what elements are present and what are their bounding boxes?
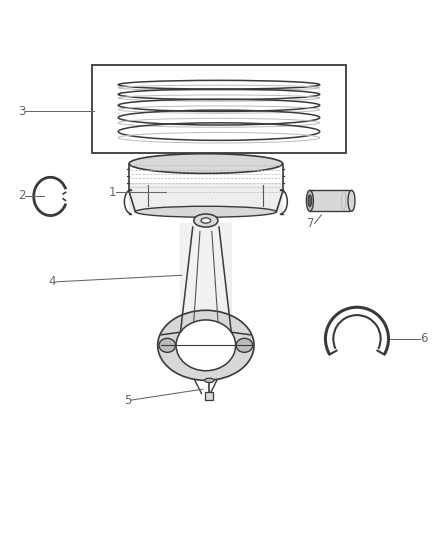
Ellipse shape	[194, 214, 218, 227]
Bar	[129, 183, 283, 212]
Text: 3: 3	[18, 104, 25, 117]
Text: 2: 2	[18, 189, 25, 202]
Text: 5: 5	[124, 393, 131, 407]
Text: 1: 1	[109, 185, 116, 198]
Ellipse shape	[348, 190, 355, 211]
Ellipse shape	[159, 338, 176, 352]
Bar	[92, 65, 346, 152]
Ellipse shape	[306, 190, 314, 211]
Bar	[310, 190, 351, 211]
Polygon shape	[180, 223, 231, 336]
Text: 7: 7	[307, 217, 314, 230]
Ellipse shape	[135, 206, 276, 217]
Ellipse shape	[308, 195, 311, 207]
Ellipse shape	[129, 154, 283, 173]
Ellipse shape	[205, 378, 214, 383]
Ellipse shape	[176, 320, 236, 371]
Ellipse shape	[236, 338, 253, 352]
Ellipse shape	[201, 218, 211, 223]
Text: 4: 4	[49, 276, 56, 288]
Ellipse shape	[158, 310, 254, 381]
Bar	[205, 392, 213, 400]
Text: 6: 6	[420, 332, 428, 345]
